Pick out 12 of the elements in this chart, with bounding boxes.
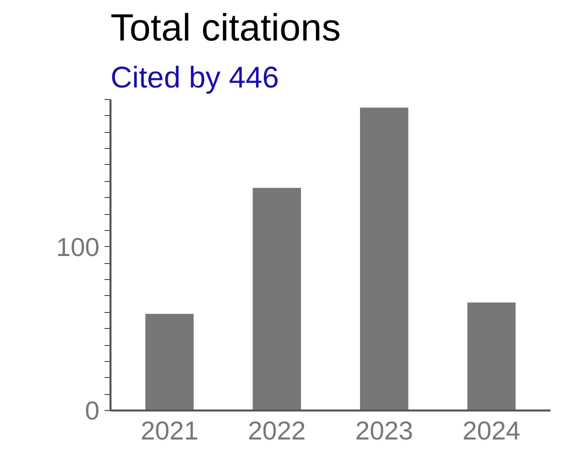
bar: [252, 188, 301, 410]
x-tick-label: 2023: [355, 416, 414, 446]
y-tick-label: 0: [85, 396, 100, 426]
x-tick-label: 2021: [140, 416, 198, 446]
x-tick-label: 2024: [462, 416, 520, 446]
x-tick-label: 2022: [248, 416, 306, 446]
y-tick-label: 100: [56, 232, 100, 262]
bar: [360, 108, 408, 410]
bar: [467, 302, 516, 410]
chart-title: Total citations: [110, 8, 341, 50]
bar: [145, 314, 194, 410]
chart-subtitle: Cited by 446: [110, 62, 279, 94]
